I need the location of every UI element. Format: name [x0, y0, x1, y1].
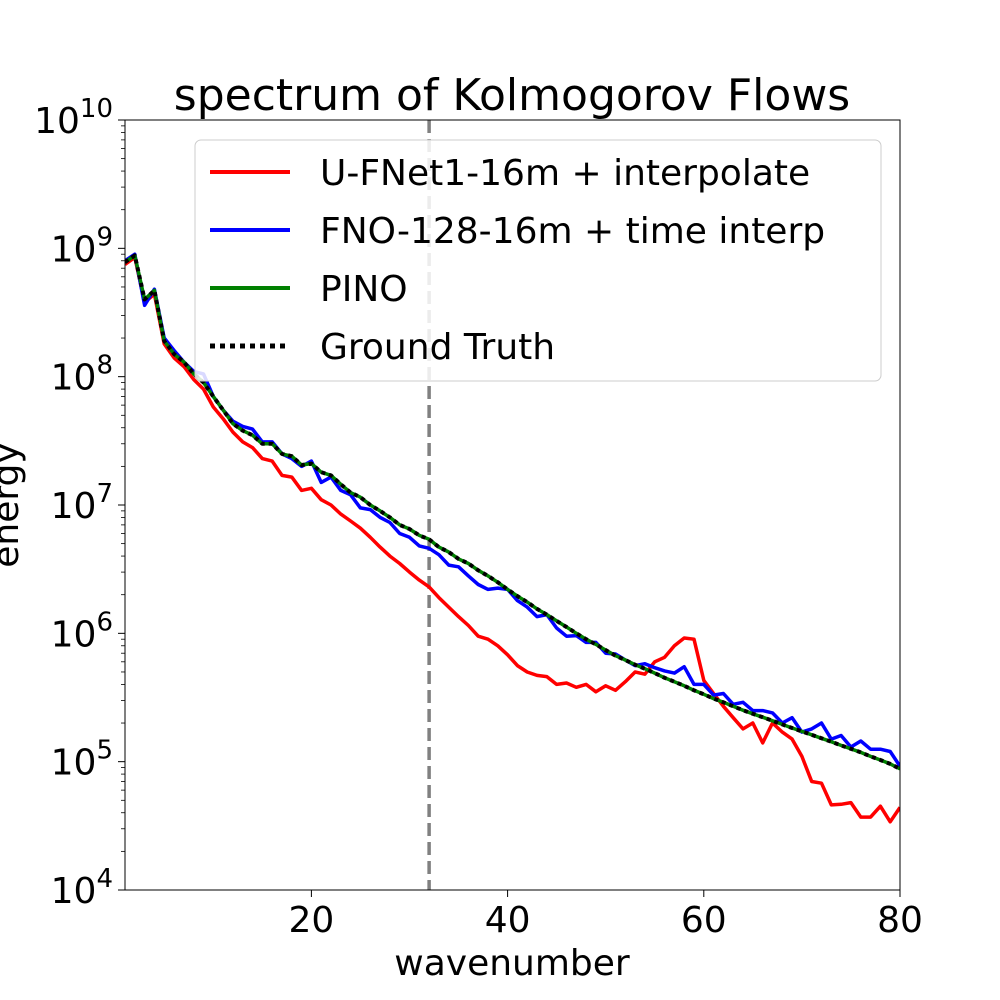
y-tick-base: 10	[51, 358, 97, 399]
y-tick-base: 10	[51, 871, 97, 912]
y-tick-base: 10	[51, 229, 97, 270]
y-axis-label: energy	[0, 442, 27, 567]
y-tick-label: 109	[51, 222, 113, 270]
series-line-ground-truth	[125, 253, 900, 771]
y-tick-label: 1010	[34, 94, 113, 142]
y-tick-base: 10	[51, 486, 97, 527]
legend-frame	[194, 139, 882, 382]
legend-label: U-FNet1-16m + interpolate	[320, 153, 810, 194]
legend: U-FNet1-16m + interpolate FNO-128-16m + t…	[194, 139, 882, 382]
x-axis-label: wavenumber	[394, 943, 630, 984]
y-tick-exponent: 4	[96, 864, 113, 894]
series-layer	[125, 252, 900, 824]
x-tick-label: 80	[877, 900, 923, 941]
y-tick-label: 105	[51, 736, 113, 784]
plot-area	[124, 119, 901, 891]
y-tick-exponent: 10	[80, 94, 113, 124]
legend-label: FNO-128-16m + time interp	[320, 211, 825, 252]
series-line-fno-128-16m-time-interp	[125, 252, 900, 768]
y-tick-base: 10	[34, 101, 80, 142]
y-tick-label: 104	[51, 864, 113, 912]
x-tick-label: 20	[288, 900, 334, 941]
y-tick-exponent: 5	[96, 736, 113, 766]
y-tick-exponent: 8	[96, 351, 113, 381]
y-tick-base: 10	[51, 743, 97, 784]
chart-title: spectrum of Kolmogorov Flows	[174, 70, 850, 121]
y-tick-exponent: 9	[96, 222, 113, 252]
legend-label: PINO	[320, 269, 408, 310]
x-axis: 20 40 60 80	[288, 890, 923, 941]
y-tick-label: 107	[51, 479, 113, 527]
series-line-u-fnet1-16m-interpolate	[125, 255, 900, 824]
y-tick-base: 10	[51, 614, 97, 655]
y-tick-label: 108	[51, 351, 113, 399]
y-tick-exponent: 7	[96, 479, 113, 509]
x-tick-label: 40	[485, 900, 531, 941]
y-tick-label: 106	[51, 607, 113, 655]
y-tick-exponent: 6	[96, 607, 113, 637]
legend-label: Ground Truth	[320, 327, 555, 368]
x-tick-label: 60	[681, 900, 727, 941]
